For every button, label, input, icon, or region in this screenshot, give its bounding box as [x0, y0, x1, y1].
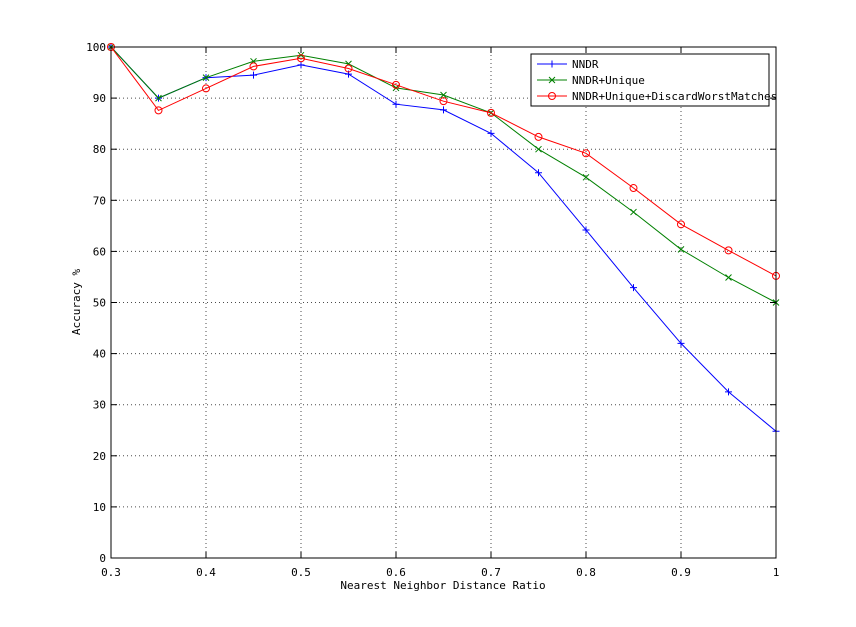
data-point-nndr [487, 129, 495, 137]
legend-entry-nndr-unique: NNDR+Unique [537, 74, 645, 87]
data-point-nndr-unique [630, 208, 637, 216]
legend-box [530, 53, 770, 107]
data-point-nndr-unique-discardworstmatches [582, 149, 590, 158]
y-tick-label: 20 [93, 450, 106, 463]
ticks [110, 46, 777, 559]
x-tick-label: 0.5 [291, 566, 311, 579]
legend-label: NNDR+Unique+DiscardWorstMatches [572, 90, 777, 103]
x-tick-label: 0.6 [386, 566, 406, 579]
data-point-nndr-unique-discardworstmatches [154, 106, 163, 115]
data-point-nndr-unique-discardworstmatches [249, 62, 258, 71]
data-point-nndr-unique-discardworstmatches [677, 220, 685, 229]
y-tick-label: 60 [93, 245, 106, 258]
x-tick-label: 0.9 [671, 566, 691, 579]
legend-entry-nndr-unique-discardworstmatches: NNDR+Unique+DiscardWorstMatches [537, 90, 777, 103]
legend: NNDR NNDR+Unique NNDR+Unique+DiscardWorstM… [530, 53, 777, 107]
y-tick-label: 100 [86, 41, 106, 54]
data-point-nndr [725, 388, 732, 396]
legend-swatch-marker [548, 92, 556, 100]
legend-entry-nndr: NNDR [537, 58, 599, 71]
data-point-nndr-unique-discardworstmatches [202, 84, 210, 93]
data-point-nndr-unique-discardworstmatches [392, 80, 400, 89]
x-tick-labels: 0.3 0.4 0.5 0.6 0.7 0.8 0.9 1 [101, 566, 779, 579]
data-point-nndr-unique [202, 74, 210, 82]
x-tick-label: 0.7 [481, 566, 501, 579]
x-tick-label: 0.4 [196, 566, 216, 579]
data-point-nndr-unique-discardworstmatches [297, 54, 305, 63]
series-line-nndr-unique-discardworstmatches [110, 46, 777, 277]
data-point-nndr [250, 71, 257, 79]
legend-label: NNDR+Unique [572, 74, 645, 87]
y-tick-label: 0 [99, 552, 106, 565]
y-tick-label: 30 [93, 399, 106, 412]
data-point-nndr-unique-discardworstmatches [344, 64, 353, 73]
x-axis-label: Nearest Neighbor Distance Ratio [340, 579, 545, 592]
data-point-nndr-unique [155, 94, 162, 102]
data-point-nndr-unique [725, 274, 732, 281]
data-point-nndr-unique-discardworstmatches [487, 108, 495, 117]
data-point-nndr [440, 106, 447, 114]
data-point-nndr [297, 61, 305, 69]
data-point-nndr-unique-discardworstmatches [629, 184, 638, 193]
y-axis-label: Accuracy % [70, 269, 83, 336]
legend-swatch-marker [548, 60, 556, 68]
legend-swatch-marker [548, 76, 556, 84]
series-layer [107, 43, 780, 435]
data-point-nndr [582, 226, 590, 234]
y-tick-label: 70 [93, 194, 106, 207]
x-tick-label: 0.8 [576, 566, 596, 579]
y-tick-label: 90 [93, 92, 106, 105]
data-point-nndr-unique-discardworstmatches [439, 97, 448, 106]
data-point-nndr [677, 339, 685, 347]
y-tick-label: 10 [93, 501, 106, 514]
data-point-nndr [630, 284, 637, 292]
data-point-nndr [392, 100, 400, 108]
x-tick-label: 0.3 [101, 566, 121, 579]
data-point-nndr-unique [582, 173, 590, 181]
data-point-nndr-unique-discardworstmatches [724, 246, 733, 255]
data-point-nndr-unique [677, 246, 685, 253]
data-point-nndr-unique-discardworstmatches [534, 132, 543, 141]
y-tick-labels: 0 10 20 30 40 50 60 70 80 90 100 [86, 41, 106, 565]
y-tick-label: 50 [93, 297, 106, 310]
data-point-nndr [535, 169, 542, 177]
legend-label: NNDR [572, 58, 599, 71]
data-point-nndr-unique [535, 145, 542, 153]
y-tick-label: 80 [93, 143, 106, 156]
y-tick-label: 40 [93, 348, 106, 361]
data-point-nndr-unique [440, 91, 447, 99]
x-tick-label: 1 [773, 566, 780, 579]
